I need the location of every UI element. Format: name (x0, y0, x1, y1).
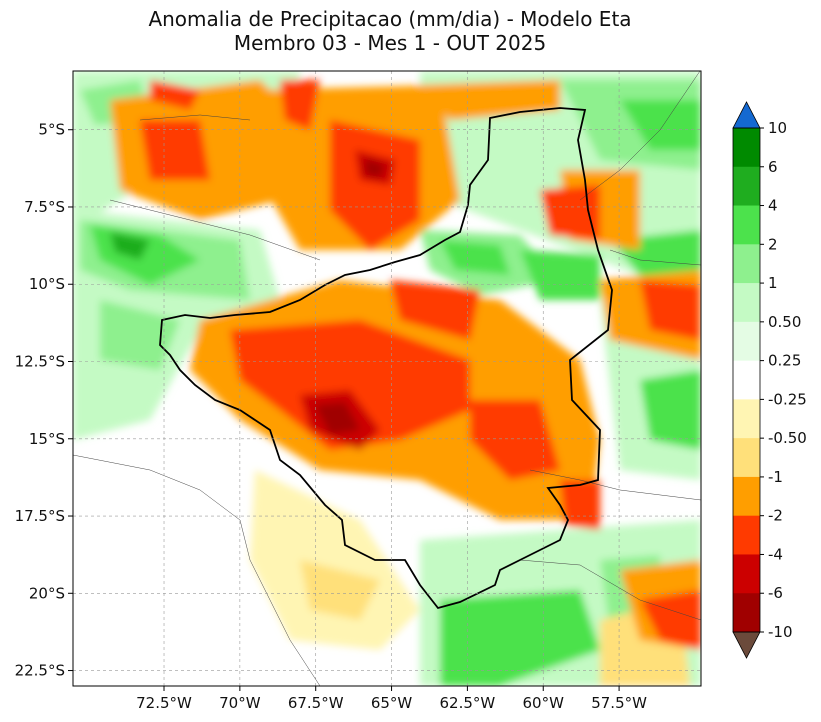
gridlines (73, 71, 701, 686)
colorbar-label: -6 (768, 584, 783, 602)
colorbar-frame (732, 127, 761, 633)
colorbar-segment (733, 399, 760, 439)
lat-tick-label: 22.5°S (15, 662, 65, 680)
colorbar-segment (733, 476, 760, 517)
colorbar-label: -10 (768, 623, 793, 641)
lat-tick-label: 5°S (38, 121, 65, 139)
lon-tick-label: 62.5°W (440, 694, 496, 712)
colorbar-label: -0.50 (768, 429, 807, 447)
colorbar-label: 2 (768, 235, 778, 253)
colorbar-label: 0.50 (768, 313, 801, 331)
colorbar-segment (733, 554, 760, 594)
colorbar-segment (733, 321, 760, 362)
country-borders (73, 71, 701, 686)
colorbar-label: 4 (768, 197, 778, 215)
colorbar-label: 10 (768, 119, 787, 137)
map-frame (72, 70, 702, 687)
lat-tick-label: 17.5°S (15, 507, 65, 525)
colorbar-segment (733, 360, 760, 400)
colorbar-label: -0.25 (768, 390, 807, 408)
colorbar-segment (733, 438, 760, 478)
colorbar-label: 1 (768, 274, 778, 292)
lat-tick-label: 10°S (29, 275, 65, 293)
colorbar-segment (733, 205, 760, 245)
lat-tick-label: 12.5°S (15, 353, 65, 371)
lat-tick-label: 15°S (29, 430, 65, 448)
colorbar-segment (733, 593, 760, 633)
lon-tick-label: 65°W (371, 694, 413, 712)
lon-tick-label: 70°W (219, 694, 261, 712)
latitude-axis: 5°S 7.5°S 10°S 12.5°S 15°S 17.5°S 20°S 22.5°S (15, 121, 73, 680)
colorbar-under-arrow (732, 631, 761, 659)
colorbar-label: -4 (768, 545, 783, 563)
colorbar-label: -2 (768, 507, 783, 525)
colorbar-segment (733, 128, 760, 168)
chart-title-line1: Anomalia de Precipitacao (mm/dia) - Mode… (148, 7, 632, 31)
colorbar-label: 6 (768, 158, 778, 176)
basin-outline (159, 107, 613, 610)
colorbar-segment (733, 244, 760, 284)
lon-tick-label: 57.5°W (591, 694, 647, 712)
lon-tick-label: 67.5°W (288, 694, 344, 712)
colorbar-segment (733, 515, 760, 555)
map-field (73, 71, 701, 686)
colorbar-label: -1 (768, 468, 783, 486)
chart-title-line2: Membro 03 - Mes 1 - OUT 2025 (233, 31, 547, 55)
colorbar-over-arrow (732, 101, 761, 129)
lon-tick-label: 60°W (523, 694, 565, 712)
colorbar-segment (733, 166, 760, 207)
colorbar-segment (733, 283, 760, 323)
longitude-axis: 72.5°W 70°W 67.5°W 65°W 62.5°W 60°W 57.5°W (136, 686, 647, 712)
lat-tick-label: 20°S (29, 584, 65, 602)
colorbar-label: 0.25 (768, 352, 801, 370)
lat-tick-label: 7.5°S (24, 198, 65, 216)
colorbar: 10 6 4 2 1 0.50 0.25 -0.25 -0.50 -1 -2 -4 -6 -10 (732, 101, 807, 659)
anomaly-shading (73, 71, 701, 686)
lon-tick-label: 72.5°W (136, 694, 192, 712)
